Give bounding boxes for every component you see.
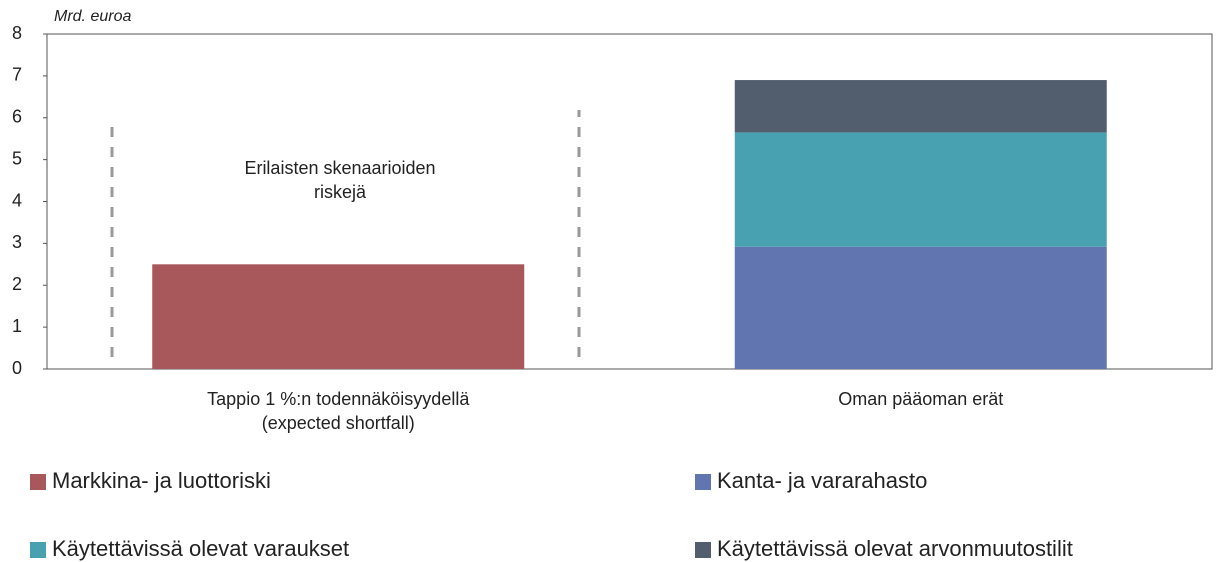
legend-label: Markkina- ja luottoriski [52, 468, 271, 493]
legend-label: Käytettävissä olevat arvonmuutostilit [717, 536, 1073, 561]
y-tick-label: 6 [12, 107, 22, 127]
y-tick-label: 7 [12, 65, 22, 85]
y-tick-label: 2 [12, 274, 22, 294]
bar-segment [734, 246, 1107, 369]
bar-segment [734, 80, 1107, 133]
legend-swatch [695, 474, 711, 490]
x-tick-label: Tappio 1 %:n todennäköisyydellä (expecte… [207, 389, 470, 433]
y-tick-label: 1 [12, 316, 22, 336]
legend-swatch [695, 542, 711, 558]
y-tick-label: 3 [12, 232, 22, 252]
y-tick-label: 4 [12, 190, 22, 210]
x-tick-label: Oman pääoman erät [838, 389, 1004, 409]
y-tick-label: 0 [12, 358, 22, 378]
legend-label: Kanta- ja vararahasto [717, 468, 927, 493]
y-tick-label: 8 [12, 23, 22, 43]
y-axis-label: Mrd. euroa [54, 8, 131, 25]
legend-swatch [30, 474, 46, 490]
bar-segment [152, 264, 525, 369]
annotation: Erilaisten skenaarioiden riskejä [244, 158, 436, 202]
bar-segment [734, 132, 1107, 247]
y-tick-label: 5 [12, 148, 22, 168]
legend-swatch [30, 542, 46, 558]
legend-label: Käytettävissä olevat varaukset [52, 536, 349, 561]
